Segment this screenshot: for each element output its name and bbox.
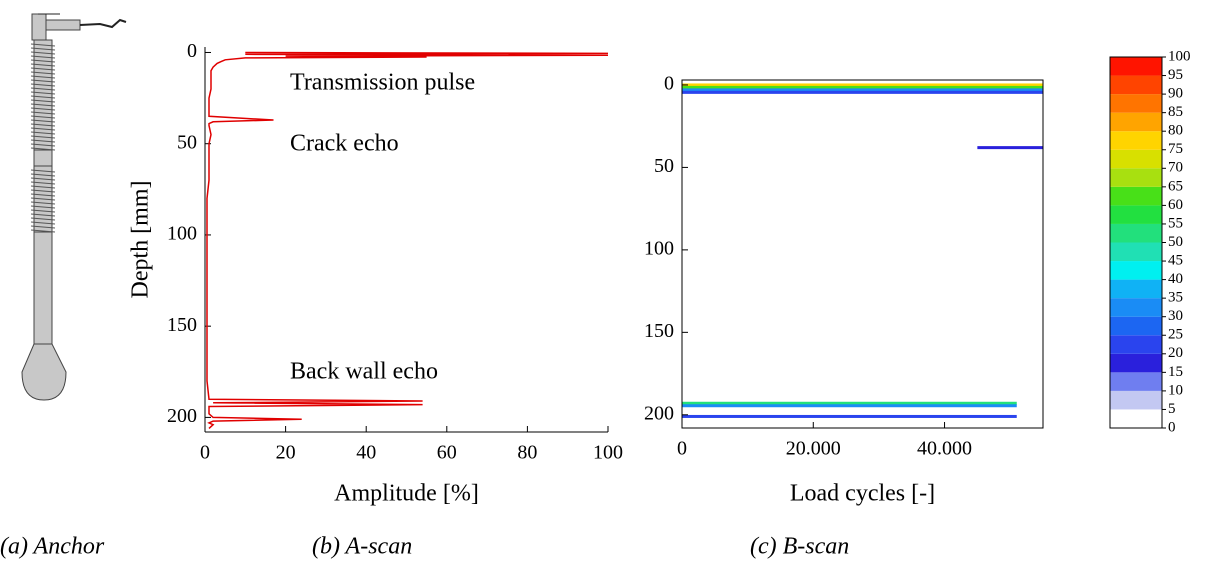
heat-band — [977, 146, 1043, 149]
colorbar-label: 45 — [1168, 252, 1183, 268]
x-tick-label: 20 — [276, 442, 296, 464]
colorbar-label: 20 — [1168, 345, 1183, 361]
colorbar-label: 100 — [1168, 48, 1191, 64]
colorbar-label: 60 — [1168, 197, 1183, 213]
colorbar-label: 35 — [1168, 290, 1183, 306]
x-tick-label: 40.000 — [917, 438, 972, 460]
caption: (c) B-scan — [750, 534, 849, 560]
colorbar-label: 80 — [1168, 123, 1183, 139]
colorbar-swatch — [1110, 150, 1162, 169]
annotation: Transmission pulse — [290, 70, 475, 96]
y-tick-label: 100 — [644, 237, 674, 259]
x-tick-label: 100 — [593, 442, 623, 464]
colorbar-swatch — [1110, 317, 1162, 336]
colorbar-swatch — [1110, 187, 1162, 206]
colorbar-label: 70 — [1168, 160, 1183, 176]
page: (a) Anchor (b) A-scan (c) B-scan 0 20 40 60… — [0, 0, 1215, 577]
x-tick-label: 60 — [437, 442, 457, 464]
colorbar-swatch — [1110, 94, 1162, 113]
colorbar-swatch — [1110, 391, 1162, 410]
heat-band — [682, 91, 1043, 94]
colorbar-swatch — [1110, 76, 1162, 95]
colorbar-label: 25 — [1168, 327, 1183, 343]
y-tick-label: 0 — [187, 40, 197, 62]
x-tick-label: 20.000 — [786, 438, 841, 460]
colorbar-label: 55 — [1168, 215, 1183, 231]
colorbar-label: 5 — [1168, 401, 1176, 417]
colorbar-swatch — [1110, 280, 1162, 299]
colorbar-label: 85 — [1168, 104, 1183, 120]
colorbar-label: 10 — [1168, 382, 1183, 398]
x-tick-label: 0 — [677, 438, 687, 460]
y-tick-label: 50 — [177, 131, 197, 153]
y-tick-label: 100 — [167, 223, 197, 245]
colorbar-swatch — [1110, 113, 1162, 132]
colorbar-swatch — [1110, 354, 1162, 373]
colorbar-label: 15 — [1168, 364, 1183, 380]
anchor-drawing — [22, 14, 126, 400]
y-tick-label: 150 — [167, 314, 197, 336]
caption: (b) A-scan — [312, 534, 412, 560]
colorbar-swatch — [1110, 205, 1162, 224]
colorbar-label: 40 — [1168, 271, 1183, 287]
annotation: Crack echo — [290, 131, 399, 157]
annotation: Back wall echo — [290, 359, 438, 385]
colorbar-label: 50 — [1168, 234, 1183, 250]
caption: (a) Anchor — [0, 534, 105, 560]
y-tick-label: 200 — [644, 402, 674, 424]
x-tick-label: 80 — [517, 442, 537, 464]
colorbar-label: 0 — [1168, 419, 1176, 435]
colorbar-label: 95 — [1168, 67, 1183, 83]
figure: (a) Anchor (b) A-scan (c) B-scan 0 20 40 60… — [0, 0, 1215, 572]
colorbar-swatch — [1110, 243, 1162, 262]
x-tick-label: 40 — [356, 442, 376, 464]
colorbar-swatch — [1110, 131, 1162, 150]
y-tick-label: 0 — [664, 73, 674, 95]
colorbar-swatch — [1110, 372, 1162, 391]
plot-frame — [682, 80, 1043, 428]
colorbar-label: 30 — [1168, 308, 1183, 324]
x-tick-label: 0 — [200, 442, 210, 464]
colorbar-label: 75 — [1168, 141, 1183, 157]
colorbar-label: 65 — [1168, 178, 1183, 194]
colorbar-swatch — [1110, 335, 1162, 354]
x-axis-label: Load cycles [-] — [790, 481, 935, 507]
x-axis-label: Amplitude [%] — [334, 481, 479, 507]
y-tick-label: 50 — [654, 155, 674, 177]
y-tick-label: 150 — [644, 320, 674, 342]
heat-band — [682, 404, 1017, 407]
colorbar: 0 5 10 15 20 25 30 35 40 45 50 55 60 65 70 75 80 85 90 95 10… — [1110, 48, 1191, 435]
colorbar-swatch — [1110, 409, 1162, 428]
colorbar-swatch — [1110, 298, 1162, 317]
colorbar-swatch — [1110, 57, 1162, 76]
y-tick-label: 200 — [167, 405, 197, 427]
heat-band — [682, 415, 1017, 418]
colorbar-swatch — [1110, 168, 1162, 187]
y-axis-label: Depth [mm] — [128, 181, 154, 299]
colorbar-label: 90 — [1168, 86, 1183, 102]
colorbar-swatch — [1110, 224, 1162, 243]
colorbar-swatch — [1110, 261, 1162, 280]
